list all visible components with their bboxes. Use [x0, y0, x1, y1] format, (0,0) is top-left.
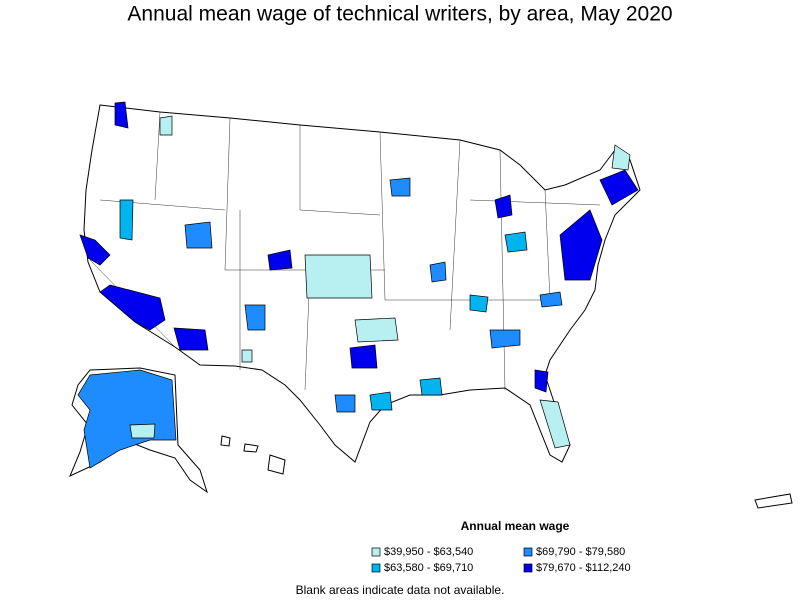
wage-area [504, 231, 528, 253]
wage-area [267, 249, 293, 271]
wage-area [129, 423, 156, 439]
puerto-rico [754, 493, 793, 509]
wage-area [77, 369, 177, 469]
legend-label: $63,580 - $69,710 [384, 562, 473, 574]
wage-area [354, 317, 399, 343]
legend-swatch [371, 563, 381, 573]
legend-swatch [371, 547, 381, 557]
wage-area [184, 221, 213, 249]
legend-title: Annual mean wage [461, 519, 570, 533]
hawaii [220, 435, 231, 447]
wage-area [244, 304, 266, 331]
wage-area [304, 254, 373, 299]
wage-area [599, 169, 639, 206]
legend-label: $69,790 - $79,580 [536, 546, 625, 558]
wage-area [79, 234, 111, 266]
wage-area [489, 329, 521, 349]
legend-swatch [523, 563, 533, 573]
hawaii-island [267, 454, 286, 475]
wage-area [173, 327, 209, 351]
wage-area [389, 177, 411, 197]
wage-area [539, 399, 571, 449]
wage-area [241, 349, 253, 363]
wage-area [114, 101, 129, 129]
wage-area [369, 391, 393, 411]
hawaii-maui [243, 443, 259, 453]
wage-area [429, 261, 447, 283]
legend-label: $39,950 - $63,540 [384, 546, 473, 558]
wage-area [119, 199, 134, 241]
wage-area [334, 394, 356, 413]
wage-area [159, 115, 173, 136]
wage-area [99, 284, 166, 331]
wage-areas [77, 101, 639, 469]
legend-label: $79,670 - $112,240 [536, 562, 631, 574]
wage-area [539, 291, 563, 308]
legend: $39,950 - $63,540 $63,580 - $69,710 $69,79… [371, 546, 631, 574]
footnote: Blank areas indicate data not available. [296, 583, 505, 597]
wage-area [419, 377, 443, 396]
wage-area [349, 344, 378, 369]
wage-area [611, 144, 631, 171]
wage-area [469, 294, 489, 313]
us-map [69, 101, 793, 509]
wage-area [534, 369, 549, 393]
wage-area [559, 209, 603, 281]
map-title: Annual mean wage of technical writers, b… [127, 3, 672, 26]
legend-swatch [523, 547, 533, 557]
wage-area [494, 194, 513, 219]
